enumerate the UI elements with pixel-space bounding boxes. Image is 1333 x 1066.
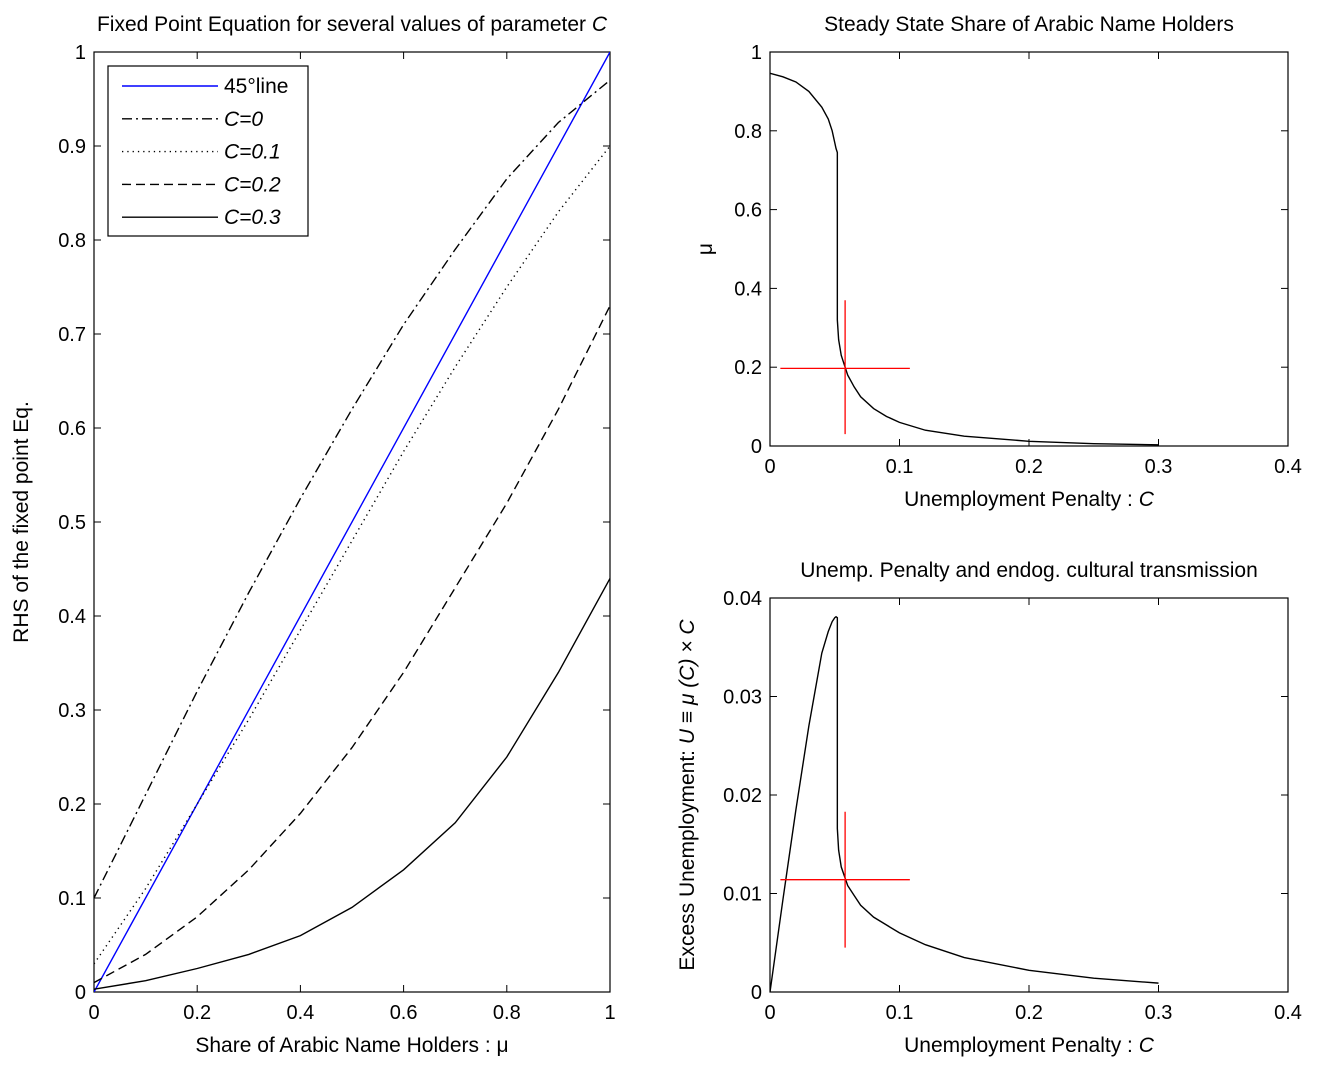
x-tick-label: 0.4: [286, 1002, 314, 1024]
plot-area: [769, 597, 1289, 993]
y-tick-label: 0.3: [58, 700, 86, 722]
y-tick-label: 0.9: [58, 136, 86, 158]
x-tick-label: 0.2: [1015, 1002, 1043, 1024]
legend-label: C=0: [224, 108, 263, 131]
y-tick-label: 0.4: [734, 278, 762, 300]
x-tick-label: 0: [764, 456, 775, 478]
y-tick-label: 0.4: [58, 606, 86, 628]
y-tick-label: 0.8: [734, 121, 762, 143]
legend-label: C=0.2: [224, 173, 281, 196]
y-tick-label: 0.6: [734, 200, 762, 222]
chart-title: Fixed Point Equation for several values …: [97, 13, 608, 36]
x-tick-label: 0.2: [1015, 456, 1043, 478]
y-axis-label: Excess Unemployment: U ≡ μ (C) × C: [676, 619, 699, 971]
y-tick-label: 0.8: [58, 230, 86, 252]
legend: 45°line C=0 C=0.1 C=0.2 C=0.3: [107, 65, 309, 237]
chart-panel-3: 0 0.1 0.2 0.3 0.4 0 0.01 0.02 0.03 0.04 Unemp. Pen…: [676, 559, 1302, 1057]
x-tick-label: 0.1: [886, 456, 914, 478]
x-tick-label: 0.4: [1274, 1002, 1302, 1024]
x-tick-label: 0.6: [390, 1002, 418, 1024]
y-tick-label: 0.01: [723, 884, 762, 906]
y-tick-label: 1: [75, 42, 86, 64]
legend-label: 45°line: [224, 75, 288, 98]
y-tick-label: 0.2: [734, 357, 762, 379]
chart-panel-1: 0 0.2 0.4 0.6 0.8 1 0 0.1 0.2 0.3 0.4 0.5 0.6 0.7 0.8 0…: [10, 13, 616, 1057]
x-tick-label: 0: [764, 1002, 775, 1024]
legend-label: C=0.3: [224, 206, 281, 229]
y-tick-label: 0.2: [58, 794, 86, 816]
series-line-c-0-3: [94, 578, 610, 990]
plot-area: [769, 51, 1289, 447]
series-line-1: [770, 72, 1159, 446]
y-tick-label: 0.02: [723, 785, 762, 807]
series-line-c-0-2: [94, 305, 610, 984]
y-tick-label: 0: [75, 982, 86, 1004]
y-tick-label: 0.6: [58, 418, 86, 440]
y-tick-label: 0.04: [723, 588, 762, 610]
x-tick-label: 0.8: [493, 1002, 521, 1024]
series-line-1: [770, 615, 1159, 992]
chart-panel-2: 0 0.1 0.2 0.3 0.4 0 0.2 0.4 0.6 0.8 1 Steady State …: [694, 13, 1302, 511]
y-tick-label: 0: [751, 436, 762, 458]
y-tick-label: 0.7: [58, 324, 86, 346]
y-axis-label: RHS of the fixed point Eq.: [10, 401, 33, 643]
legend-label: C=0.1: [224, 141, 281, 164]
x-tick-label: 0.4: [1274, 456, 1302, 478]
y-tick-label: 0: [751, 982, 762, 1004]
x-axis-label: Share of Arabic Name Holders : μ: [195, 1034, 508, 1057]
x-tick-label: 1: [604, 1002, 615, 1024]
y-tick-label: 0.1: [58, 888, 86, 910]
series-line-45-line: [94, 52, 610, 992]
y-tick-label: 0.03: [723, 687, 762, 709]
y-tick-label: 1: [751, 42, 762, 64]
y-tick-label: 0.5: [58, 512, 86, 534]
x-tick-label: 0: [88, 1002, 99, 1024]
chart-title: Steady State Share of Arabic Name Holder…: [824, 13, 1234, 36]
chart-title: Unemp. Penalty and endog. cultural trans…: [800, 559, 1258, 582]
x-tick-label: 0.3: [1145, 1002, 1173, 1024]
x-tick-label: 0.1: [886, 1002, 914, 1024]
y-axis-label: μ: [694, 243, 717, 255]
x-tick-label: 0.3: [1145, 456, 1173, 478]
x-axis-label: Unemployment Penalty : C: [904, 1034, 1155, 1057]
x-tick-label: 0.2: [183, 1002, 211, 1024]
x-axis-label: Unemployment Penalty : C: [904, 488, 1155, 511]
